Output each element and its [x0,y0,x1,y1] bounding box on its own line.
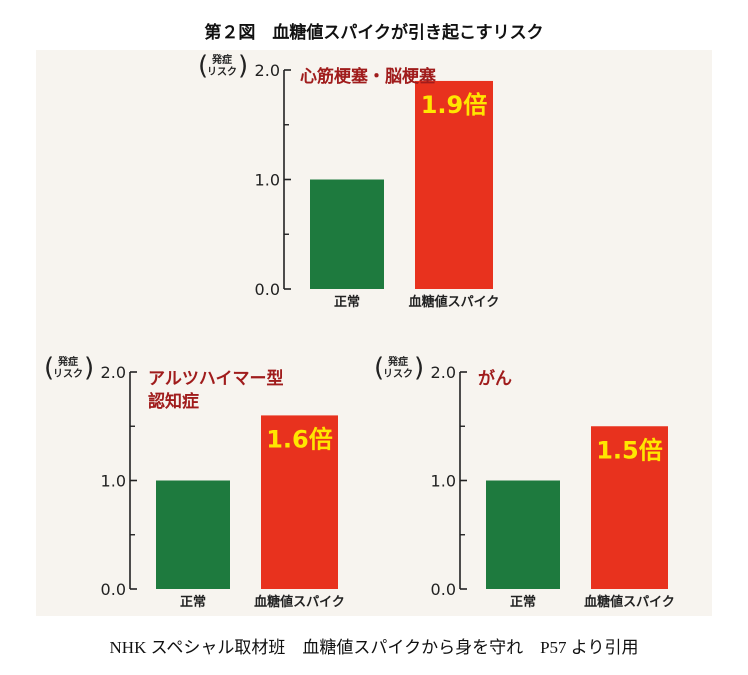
x-category-label: 血糖値スパイク [584,594,675,610]
y-tick-label: 0.0 [431,580,456,599]
multiplier-annotation: 1.9倍 [421,91,488,119]
y-tick-label: 2.0 [101,363,126,382]
bar-normal [486,480,560,589]
y-tick-label: 2.0 [431,363,456,382]
chart-title: がん [478,368,512,389]
chart-title-line: アルツハイマー型 [148,368,284,389]
y-axis-label-line1: 発症 [211,53,232,66]
y-axis-label-line2: リスク [53,368,83,380]
y-tick-label: 0.0 [255,280,280,299]
y-axis-label-line1: 発症 [387,355,408,368]
y-tick-label: 1.0 [255,171,280,190]
y-axis-label-line2: リスク [207,66,237,78]
source-note: NHK スペシャル取材班 血糖値スパイクから身を守れ P57 より引用 [109,638,639,657]
y-axis-label-line1: 発症 [57,355,78,368]
bar-normal [156,480,230,589]
y-label-paren-left: ( [374,353,384,383]
multiplier-annotation: 1.5倍 [596,436,663,464]
bar-spike [415,80,493,289]
bar-spike [591,426,668,589]
x-category-label: 正常 [180,594,206,610]
y-tick-label: 2.0 [255,61,280,80]
bar-normal [310,179,384,289]
x-category-label: 血糖値スパイク [409,294,500,310]
y-axis-label-line2: リスク [383,368,413,380]
y-tick-label: 0.0 [101,580,126,599]
y-label-paren-right: ) [238,51,248,81]
x-category-label: 正常 [510,594,536,610]
x-category-label: 正常 [334,294,360,310]
chart-title: 心筋梗塞・脳梗塞 [300,66,437,87]
y-label-paren-right: ) [414,353,424,383]
y-label-paren-left: ( [198,51,208,81]
y-label-paren-right: ) [84,353,94,383]
y-tick-label: 1.0 [431,472,456,491]
figure-title: 第２図 血糖値スパイクが引き起こすリスク [204,23,544,43]
x-category-label: 血糖値スパイク [254,594,345,610]
chart-title-line: 認知症 [148,391,199,412]
y-tick-label: 1.0 [101,472,126,491]
y-label-paren-left: ( [44,353,54,383]
bar-spike [261,415,338,589]
multiplier-annotation: 1.6倍 [266,425,333,453]
